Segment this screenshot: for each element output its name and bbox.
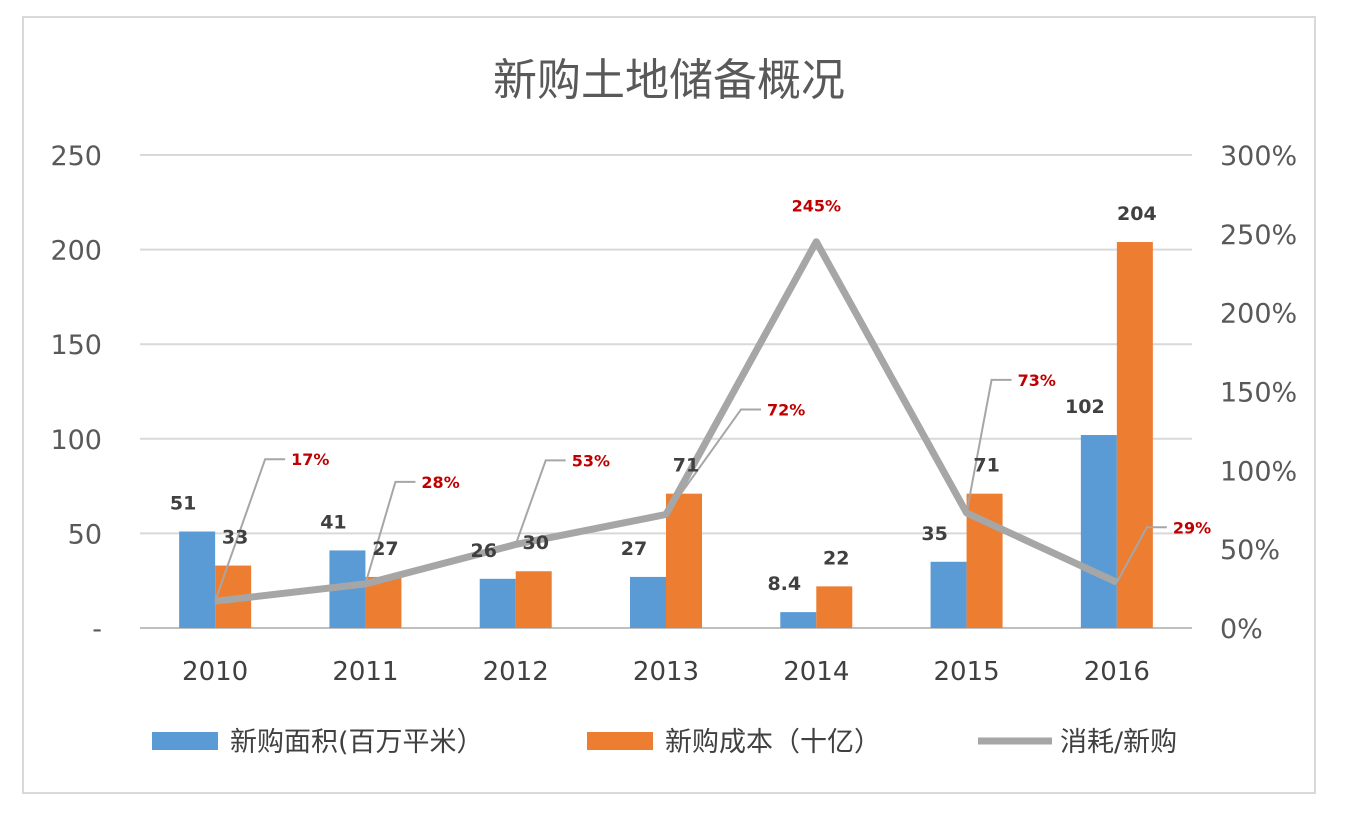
- callout-leader: [1115, 526, 1167, 583]
- cost-value-label: 71: [673, 455, 699, 477]
- area-value-label: 102: [1065, 396, 1105, 418]
- right-tick-label: 0%: [1220, 614, 1263, 645]
- right-tick-label: 150%: [1220, 378, 1297, 409]
- callout-leader: [665, 408, 761, 516]
- bar-cost: [816, 586, 853, 628]
- right-tick-label: 300%: [1220, 141, 1297, 172]
- ratio-value-label: 53%: [572, 451, 610, 470]
- bar-area: [630, 576, 666, 628]
- ratio-value-label: 29%: [1173, 518, 1211, 537]
- x-tick-label: 2015: [933, 657, 999, 687]
- legend-label-cost: 新购成本（十亿）: [665, 727, 881, 758]
- bar-cost: [666, 493, 702, 628]
- left-axis: - 50 100 150 200 250: [50, 141, 102, 645]
- ratio-value-label: 73%: [1018, 371, 1056, 390]
- ratio-value-label: 28%: [421, 473, 459, 492]
- left-tick-label: 200: [50, 236, 102, 267]
- x-tick-label: 2012: [483, 657, 549, 687]
- x-tick-label: 2014: [783, 657, 849, 687]
- ratio-value-label: 17%: [291, 450, 329, 469]
- x-tick-label: 2011: [332, 657, 398, 687]
- right-tick-label: 250%: [1220, 220, 1297, 251]
- legend-label-ratio: 消耗/新购: [1060, 727, 1177, 758]
- x-tick-label: 2016: [1084, 657, 1150, 687]
- x-axis: 2010 2011 2012 2013 2014 2015 2016: [182, 657, 1150, 687]
- cost-value-label: 33: [222, 527, 248, 549]
- cost-value-label: 27: [372, 538, 398, 560]
- left-tick-label: 50: [68, 519, 102, 550]
- bar-cost: [1116, 242, 1153, 629]
- x-tick-label: 2010: [182, 657, 248, 687]
- area-value-label: 27: [621, 538, 647, 560]
- chart-frame: [22, 16, 1316, 794]
- callout-leader: [514, 459, 566, 545]
- left-tick-label: 250: [50, 141, 102, 172]
- chart-title: 新购土地储备概况: [493, 55, 845, 106]
- legend-label-area: 新购面积(百万平米）: [230, 727, 484, 758]
- left-tick-label: -: [92, 614, 102, 645]
- area-value-label: 26: [470, 540, 496, 562]
- bar-area: [780, 612, 817, 628]
- bar-area: [179, 531, 216, 628]
- ratio-value-label: 72%: [767, 400, 805, 419]
- cost-value-label: 71: [973, 455, 999, 477]
- bar-area: [1080, 435, 1117, 628]
- cost-value-label: 30: [522, 532, 548, 554]
- right-tick-label: 100%: [1220, 456, 1297, 487]
- right-tick-label: 200%: [1220, 299, 1297, 330]
- area-value-label: 35: [921, 523, 947, 545]
- legend-swatch-cost: [587, 732, 653, 750]
- cost-value-label: 204: [1117, 203, 1157, 225]
- area-value-label: 51: [170, 493, 196, 515]
- legend: 新购面积(百万平米） 新购成本（十亿） 消耗/新购: [152, 727, 1177, 758]
- left-tick-label: 150: [50, 330, 102, 361]
- area-value-label: 8.4: [767, 573, 801, 595]
- callout-leader: [214, 458, 286, 602]
- area-value-label: 41: [320, 511, 346, 533]
- left-tick-label: 100: [50, 425, 102, 456]
- ratio-line: [214, 238, 1167, 605]
- data-labels: 51 33 41 27 26 30 27 71 8.4 22 35 71 102 204 17% 28% 53%…: [170, 197, 1211, 595]
- x-tick-label: 2013: [633, 657, 699, 687]
- legend-swatch-area: [152, 732, 218, 750]
- bar-area: [930, 561, 967, 628]
- bar-area: [479, 578, 516, 628]
- bar-cost: [515, 571, 552, 628]
- right-axis: 0% 50% 100% 150% 200% 250% 300%: [1220, 141, 1297, 645]
- bars: [179, 242, 1153, 629]
- callout-leader: [364, 480, 416, 585]
- callout-leader: [965, 378, 1012, 514]
- right-tick-label: 50%: [1220, 535, 1280, 566]
- ratio-value-label: 245%: [792, 197, 841, 216]
- cost-value-label: 22: [823, 547, 849, 569]
